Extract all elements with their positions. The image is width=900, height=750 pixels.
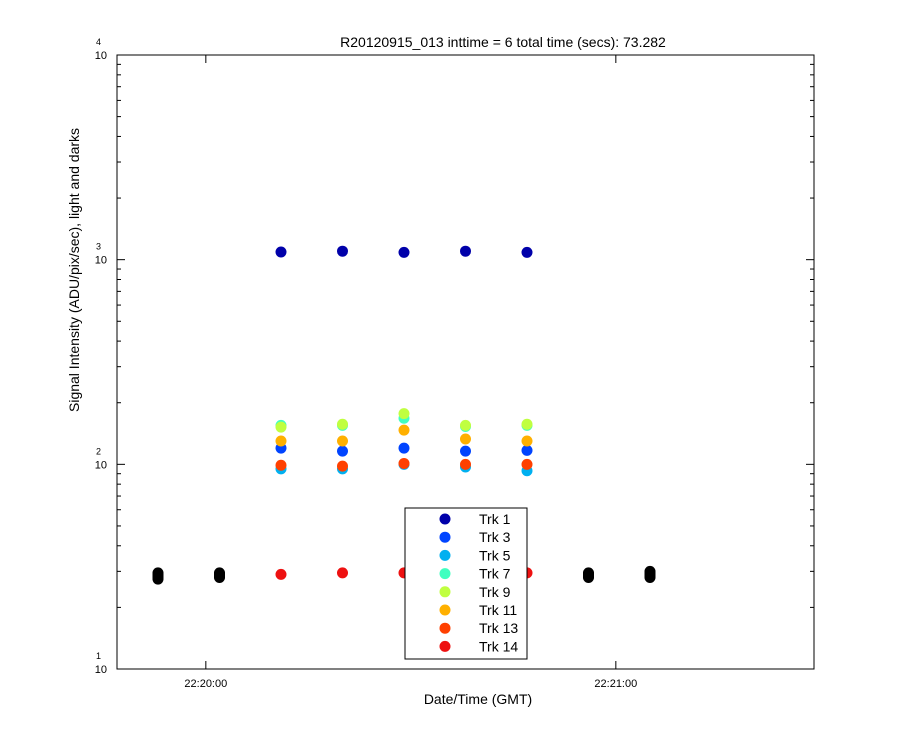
dark-frame-point xyxy=(583,567,594,579)
data-point-trk-13 xyxy=(275,459,287,471)
data-point-trk-1 xyxy=(275,246,287,258)
data-point-trk-1 xyxy=(460,245,471,257)
y-tick-label: 10 xyxy=(95,459,107,471)
legend-marker xyxy=(439,622,451,634)
dark-frame-point xyxy=(214,567,225,579)
data-point-trk-11 xyxy=(398,424,410,436)
y-axis-ticks: 10 1 10 2 10 3 10 4 xyxy=(95,37,814,676)
data-point-trk-13 xyxy=(460,458,471,470)
legend-label: Trk 1 xyxy=(479,511,511,527)
y-tick-label: 10 xyxy=(95,664,107,676)
data-point-trk-3 xyxy=(398,442,410,454)
legend-marker xyxy=(439,586,451,598)
data-point-trk-13 xyxy=(398,457,410,469)
data-point-trk-3 xyxy=(460,445,471,457)
data-point-trk-9 xyxy=(521,418,533,430)
legend-marker xyxy=(439,531,451,543)
data-point-trk-14 xyxy=(275,568,287,580)
data-point-trk-9 xyxy=(337,418,348,430)
data-point-trk-13 xyxy=(337,460,348,472)
data-point-trk-14 xyxy=(337,567,348,579)
x-tick-label: 22:20:00 xyxy=(184,678,227,690)
data-point-trk-1 xyxy=(398,246,410,258)
y-tick-exponent: 4 xyxy=(96,37,101,47)
data-point-trk-1 xyxy=(521,246,533,258)
legend-marker xyxy=(439,549,451,561)
legend-label: Trk 11 xyxy=(479,602,517,618)
legend-label: Trk 13 xyxy=(479,620,518,636)
data-point-trk-9 xyxy=(460,419,471,431)
dark-frame-point xyxy=(152,567,164,579)
legend-box xyxy=(404,507,528,660)
legend-label: Trk 3 xyxy=(479,529,511,545)
chart-title: R20120915_013 inttime = 6 total time (se… xyxy=(340,34,666,50)
data-point-trk-13 xyxy=(521,458,533,470)
plot-area-frame xyxy=(116,54,815,670)
data-point-trk-11 xyxy=(275,435,287,447)
data-point-trk-3 xyxy=(521,444,533,456)
y-tick-label: 10 xyxy=(95,255,107,267)
y-tick-exponent: 1 xyxy=(96,651,101,661)
data-point-trk-1 xyxy=(337,245,348,257)
legend-marker xyxy=(439,513,451,525)
legend-label: Trk 7 xyxy=(479,566,511,582)
y-tick-exponent: 2 xyxy=(96,446,101,456)
legend-label: Trk 5 xyxy=(479,547,511,563)
data-points xyxy=(152,245,656,585)
data-point-trk-11 xyxy=(521,435,533,447)
legend: Trk 1 Trk 3 Trk 5 Trk 7 Trk 9 Trk 11 Trk 13 Trk… xyxy=(404,507,528,660)
data-point-trk-9 xyxy=(398,408,410,420)
x-axis-ticks: 22:20:00 22:21:00 xyxy=(184,55,637,690)
y-tick-exponent: 3 xyxy=(96,242,101,252)
x-tick-label: 22:21:00 xyxy=(594,678,637,690)
legend-marker xyxy=(439,640,451,652)
x-axis-label: Date/Time (GMT) xyxy=(424,691,532,707)
y-tick-label: 10 xyxy=(95,50,107,62)
data-point-trk-9 xyxy=(275,421,287,433)
legend-marker xyxy=(439,568,451,580)
dark-frame-point xyxy=(644,565,656,577)
legend-label: Trk 14 xyxy=(479,638,518,654)
legend-label: Trk 9 xyxy=(479,584,511,600)
legend-marker xyxy=(439,604,451,616)
data-point-trk-3 xyxy=(337,445,348,457)
data-point-trk-11 xyxy=(460,433,471,445)
y-axis-label: Signal Intensity (ADU/pix/sec), light an… xyxy=(66,128,82,412)
data-point-trk-11 xyxy=(337,435,348,447)
